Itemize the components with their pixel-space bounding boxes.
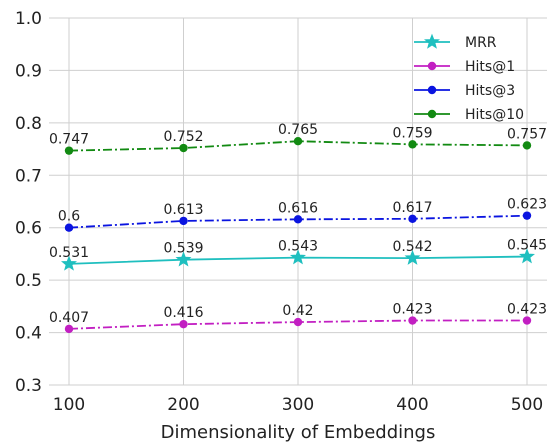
- data-point-mrr: [519, 248, 535, 264]
- data-point-hits-10: [522, 141, 532, 150]
- data-point-hits-3: [522, 211, 532, 220]
- data-label-hits-1: 0.407: [49, 310, 89, 326]
- data-point-hits-1: [522, 316, 532, 325]
- data-label-mrr: 0.542: [392, 239, 432, 255]
- y-tick-label: 0.4: [15, 324, 42, 344]
- data-label-hits-3: 0.616: [278, 200, 318, 216]
- y-tick-label: 0.3: [15, 376, 42, 396]
- legend-marker-hits-10: [427, 109, 437, 119]
- data-point-hits-1: [293, 317, 303, 327]
- data-label-mrr: 0.545: [507, 238, 547, 254]
- x-tick-label: 400: [396, 395, 428, 415]
- legend-label-hits-1: Hits@1: [465, 59, 515, 75]
- x-axis: 100 200 300 400 500: [53, 395, 543, 415]
- data-point-mrr: [175, 251, 192, 267]
- data-label-hits-10: 0.747: [49, 132, 89, 148]
- data-label-hits-10: 0.757: [507, 126, 547, 142]
- legend-item-hits-3: Hits@3: [414, 83, 515, 99]
- data-label-mrr: 0.539: [163, 241, 203, 257]
- data-point-hits-1: [179, 319, 188, 329]
- y-axis: 0.3 0.4 0.5 0.6 0.7 0.8 0.9 1.0: [15, 9, 42, 396]
- data-label-hits-1: 0.416: [163, 305, 203, 321]
- y-tick-label: 0.6: [15, 219, 42, 239]
- data-point-hits-10: [64, 146, 74, 155]
- x-tick-label: 100: [53, 395, 85, 415]
- series-group: [61, 137, 535, 334]
- legend: MRR Hits@1 Hits@3 Hits@10: [414, 33, 524, 123]
- y-tick-label: 0.7: [15, 166, 42, 186]
- series-hits-3: [64, 211, 532, 232]
- data-point-hits-3: [179, 216, 188, 226]
- data-point-hits-1: [64, 324, 74, 334]
- legend-marker-mrr: [424, 33, 440, 49]
- data-label-hits-3: 0.613: [163, 202, 203, 218]
- data-point-mrr: [61, 255, 77, 271]
- data-point-hits-3: [293, 215, 303, 224]
- series-hits-1: [64, 316, 532, 334]
- data-point-hits-10: [179, 143, 188, 153]
- data-label-hits-10: 0.752: [163, 129, 203, 145]
- data-label-mrr: 0.531: [49, 245, 89, 261]
- data-label-hits-10: 0.765: [278, 122, 318, 138]
- series-mrr: [61, 248, 535, 271]
- data-point-hits-3: [64, 223, 74, 232]
- legend-item-mrr: MRR: [414, 33, 497, 51]
- data-point-mrr: [290, 249, 306, 265]
- legend-label-hits-3: Hits@3: [465, 83, 515, 99]
- data-point-hits-1: [408, 316, 417, 325]
- data-label-hits-10: 0.759: [392, 125, 432, 141]
- data-label-mrr: 0.543: [278, 239, 318, 255]
- y-tick-label: 0.8: [15, 114, 42, 134]
- data-point-hits-3: [408, 214, 417, 224]
- y-tick-label: 0.9: [15, 61, 42, 81]
- data-label-hits-1: 0.423: [507, 302, 547, 318]
- data-label-hits-3: 0.617: [392, 200, 432, 216]
- data-point-hits-10: [408, 140, 417, 149]
- legend-item-hits-10: Hits@10: [414, 107, 524, 123]
- data-label-hits-1: 0.42: [282, 303, 313, 319]
- y-tick-label: 1.0: [15, 9, 42, 29]
- data-label-hits-3: 0.6: [58, 209, 80, 225]
- x-tick-label: 300: [282, 395, 314, 415]
- legend-marker-hits-3: [427, 85, 437, 95]
- legend-item-hits-1: Hits@1: [414, 59, 515, 75]
- data-point-hits-10: [293, 137, 303, 146]
- data-point-mrr: [404, 249, 421, 265]
- legend-marker-hits-1: [427, 61, 437, 71]
- data-labels: 0.531 0.539 0.543 0.542 0.545 0.407 0.416 0.42 0…: [49, 122, 547, 326]
- data-label-hits-3: 0.623: [507, 197, 547, 213]
- y-tick-label: 0.5: [15, 271, 42, 291]
- x-tick-label: 200: [167, 395, 199, 415]
- data-label-hits-1: 0.423: [392, 302, 432, 318]
- legend-label-mrr: MRR: [465, 35, 497, 51]
- x-tick-label: 500: [511, 395, 543, 415]
- legend-label-hits-10: Hits@10: [465, 107, 524, 123]
- x-axis-title: Dimensionality of Embeddings: [161, 422, 436, 443]
- series-hits-10: [64, 137, 532, 155]
